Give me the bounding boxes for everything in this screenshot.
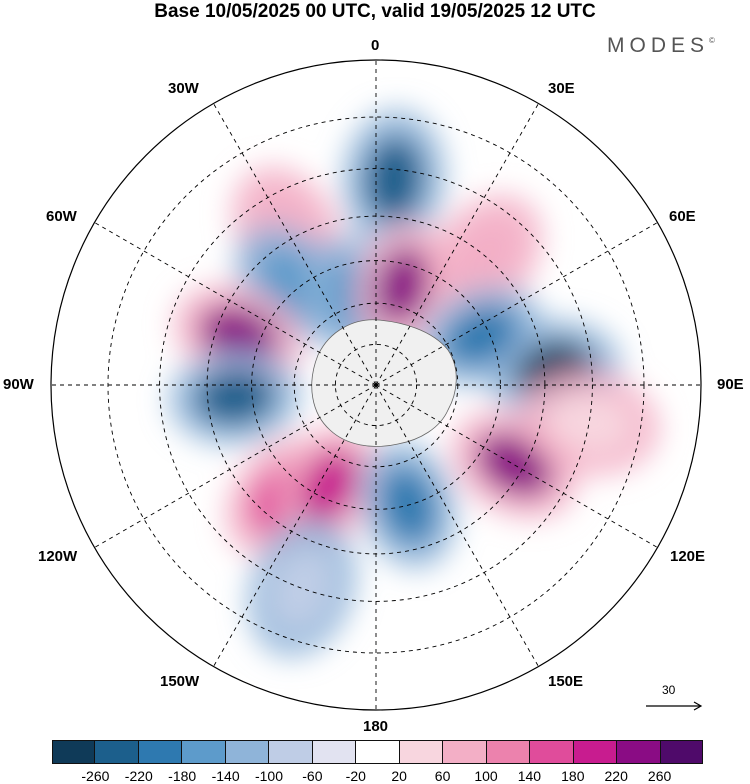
meridian-line xyxy=(94,222,377,386)
colorbar-swatch xyxy=(52,740,96,764)
polar-map xyxy=(50,59,702,711)
colorbar-tick-label: -220 xyxy=(124,768,153,784)
colorbar-swatch xyxy=(530,740,574,764)
meridian-line xyxy=(375,222,658,386)
positive-anomaly-core xyxy=(546,393,632,453)
colorbar-tick-label: 140 xyxy=(517,768,542,784)
colorbar-swatch xyxy=(573,740,618,764)
brand-text: MODES xyxy=(607,34,710,57)
negative-anomaly-core xyxy=(365,136,423,222)
colorbar xyxy=(52,740,704,764)
meridian-line xyxy=(375,384,658,548)
colorbar-swatch xyxy=(138,740,183,764)
lon-label-120w: 120W xyxy=(38,548,78,565)
colorbar-tick-label: -100 xyxy=(254,768,284,784)
map-boundary xyxy=(50,59,702,711)
modes-logo: MODES© xyxy=(607,34,715,58)
lon-label-180: 180 xyxy=(363,718,389,735)
lon-label-30w: 30W xyxy=(168,80,199,97)
reference-vector-label: 30 xyxy=(662,683,676,697)
meridian-line xyxy=(94,384,377,548)
graticule xyxy=(51,60,701,710)
negative-anomaly-core xyxy=(444,307,518,365)
colorbar-swatch xyxy=(486,740,531,764)
colorbar-swatch xyxy=(660,740,704,764)
colorbar-tick-label: -180 xyxy=(168,768,197,784)
reference-vector-arrow xyxy=(646,701,703,711)
colorbar-tick-label: 220 xyxy=(604,768,628,784)
lon-label-0: 0 xyxy=(371,37,380,54)
lon-label-90w: 90W xyxy=(3,376,34,393)
colorbar-swatch xyxy=(399,740,444,764)
map-title: Base 10/05/2025 00 UTC, valid 19/05/2025… xyxy=(154,1,596,22)
colorbar-swatch xyxy=(95,740,139,764)
anomaly-field xyxy=(168,108,660,658)
meridian-line xyxy=(213,384,377,667)
meridian-line xyxy=(375,384,539,667)
lon-label-30e: 30E xyxy=(548,80,575,97)
meridian-line xyxy=(375,103,539,386)
lon-label-60e: 60E xyxy=(669,208,696,225)
colorbar-swatch xyxy=(617,740,661,764)
colorbar-swatch xyxy=(356,740,400,764)
lon-label-120e: 120E xyxy=(670,548,706,565)
colorbar-tick-label: -20 xyxy=(345,768,366,784)
colorbar-tick-label: 60 xyxy=(434,768,451,784)
colorbar-tick-label: -60 xyxy=(302,768,323,784)
copyright-mark: © xyxy=(709,36,715,45)
antarctica-continent xyxy=(311,319,457,447)
meridian-line xyxy=(213,103,377,386)
colorbar-swatch xyxy=(182,740,226,764)
positive-anomaly-core xyxy=(199,306,278,364)
colorbar-tick-label: 20 xyxy=(391,768,407,784)
colorbar-tick-label: -260 xyxy=(81,768,110,784)
negative-anomaly-core xyxy=(271,547,333,630)
lon-label-150w: 150W xyxy=(160,673,200,690)
colorbar-tick-label: 180 xyxy=(561,768,585,784)
negative-anomaly-core xyxy=(194,370,275,425)
colorbar-frame xyxy=(52,740,703,764)
lon-label-90e: 90E xyxy=(717,376,744,393)
colorbar-tick-label: 260 xyxy=(647,768,672,784)
colorbar-swatch xyxy=(269,740,313,764)
colorbar-tick-label: 100 xyxy=(474,768,498,784)
colorbar-swatch xyxy=(312,740,357,764)
colorbar-swatch xyxy=(443,740,487,764)
lon-label-60w: 60W xyxy=(46,208,77,225)
colorbar-swatch xyxy=(225,740,270,764)
lon-label-150e: 150E xyxy=(548,673,584,690)
colorbar-ticks: -260 -220 -180 -140 -100 -60 -20 20 60 100 140 180 2… xyxy=(0,768,750,784)
colorbar-tick-label: -140 xyxy=(211,768,240,784)
latitude-circle xyxy=(251,260,501,510)
positive-anomaly-core xyxy=(300,449,358,523)
